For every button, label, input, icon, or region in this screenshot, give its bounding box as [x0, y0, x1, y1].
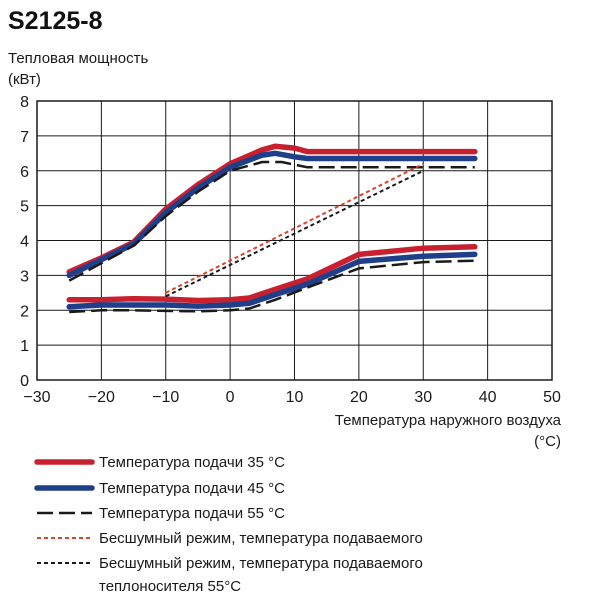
y-tick-label-8: 8 [20, 94, 29, 111]
x-axis-label: Температура наружного воздуха [335, 412, 562, 429]
series-3-line-0 [165, 162, 424, 294]
x-axis-ticks: −30 −20 −10 0 10 20 30 40 50 [23, 389, 561, 406]
y-tick-label-2: 2 [20, 303, 29, 320]
legend-label-3: Бесшумный режим, температура подаваемого [99, 530, 423, 547]
grid [36, 100, 553, 381]
x-tick-label-7: 40 [479, 389, 497, 406]
legend: Температура подачи 35 °C Температура пода… [34, 454, 423, 595]
y-tick-label-6: 6 [20, 164, 29, 181]
series-2-line-1 [69, 259, 475, 314]
series-4-line-0 [165, 169, 424, 298]
series-1-line-1 [66, 251, 478, 310]
y-tick-label-0: 0 [20, 373, 29, 390]
x-tick-label-1: −20 [88, 389, 115, 406]
y-axis-label: Тепловая мощность [8, 50, 148, 67]
y-tick-label-4: 4 [20, 234, 29, 251]
series-2-line-0 [68, 160, 475, 282]
chart-title: S2125-8 [8, 7, 103, 35]
x-tick-label-2: −10 [152, 389, 179, 406]
y-axis-ticks: 0 1 2 3 4 5 6 7 8 [20, 94, 29, 390]
y-axis-unit: (кВт) [8, 71, 41, 88]
y-tick-label-7: 7 [20, 129, 29, 146]
x-axis-unit: (°C) [534, 433, 561, 450]
plot-frame [36, 100, 553, 381]
x-tick-label-3: 0 [226, 389, 235, 406]
legend-label-1: Температура подачи 45 °C [99, 480, 285, 497]
legend-label-2: Температура подачи 55 °C [99, 505, 285, 522]
y-tick-label-1: 1 [20, 338, 29, 355]
x-tick-label-0: −30 [23, 389, 50, 406]
x-tick-label-8: 50 [543, 389, 561, 406]
x-tick-label-5: 20 [350, 389, 368, 406]
series-0-line-0 [66, 143, 478, 275]
x-tick-label-4: 10 [286, 389, 304, 406]
y-tick-label-5: 5 [20, 199, 29, 216]
legend-label-0: Температура подачи 35 °C [99, 454, 285, 471]
plot-border [36, 100, 553, 381]
series-0-line-1 [66, 244, 478, 304]
x-tick-label-6: 30 [414, 389, 432, 406]
legend-label-4-line2: теплоносителя 55°C [99, 578, 241, 595]
series-layer [66, 143, 478, 314]
y-tick-label-3: 3 [20, 268, 29, 285]
legend-label-4: Бесшумный режим, температура подаваемого [99, 555, 423, 572]
series-1-line-0 [66, 150, 478, 279]
